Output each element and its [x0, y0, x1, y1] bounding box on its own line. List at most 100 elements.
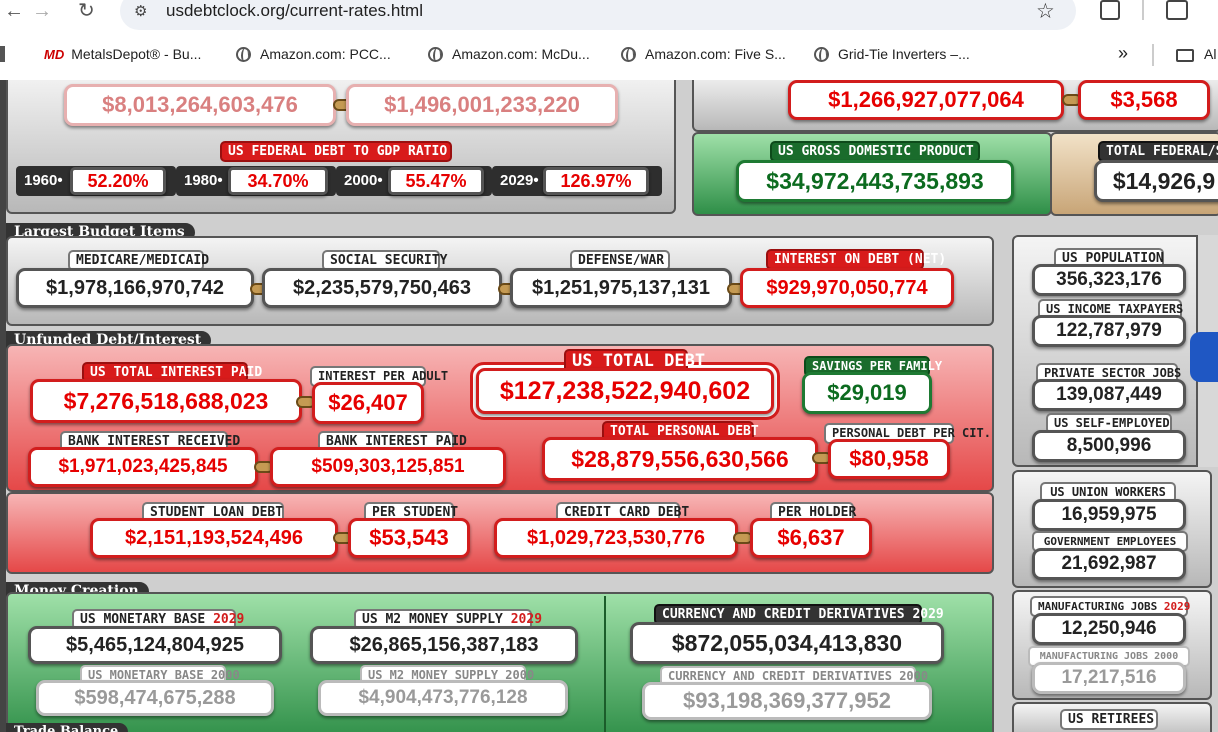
monetary-base-2000-text: $598,474,675,288 [74, 687, 236, 709]
interest-on-debt-text: $929,970,050,774 [766, 277, 928, 299]
union-text: 16,959,975 [1061, 504, 1157, 525]
defense-text: $1,251,975,137,131 [532, 277, 710, 299]
per-holder-text: $6,637 [777, 525, 845, 550]
student-loan-text: $2,151,193,524,496 [125, 527, 303, 549]
browser-chrome: ← → ↻ ⚙ usdebtclock.org/current-rates.ht… [0, 0, 1218, 80]
interest-on-debt-label: INTEREST ON DEBT (NET) [766, 249, 946, 270]
total-federal-text: $14,926,9 [1112, 168, 1216, 194]
mfg-text: 12,250,946 [1061, 618, 1157, 639]
lens-search-icon[interactable] [1166, 0, 1188, 20]
spending-value: $8,013,264,603,476 [64, 84, 336, 126]
gdp-text: $34,972,443,735,893 [766, 168, 984, 194]
credit-card-text: $1,029,723,530,776 [527, 527, 705, 549]
bookmark-amazon-fives[interactable]: Amazon.com: Five S... [621, 46, 786, 62]
self-employed-value: 8,500,996 [1032, 430, 1186, 462]
bank-paid-value: $509,303,125,851 [270, 447, 506, 487]
total-debt-text: $127,238,522,940,602 [499, 377, 751, 405]
left-edge [0, 80, 6, 732]
population-value: 356,323,176 [1032, 264, 1186, 296]
per-cit-value: $80,958 [828, 439, 950, 479]
debt-clock-page: $8,013,264,603,476 $1,496,001,233,220 US… [0, 80, 1218, 732]
per-student-label: PER STUDENT [364, 502, 458, 523]
bookmark-label: Grid-Tie Inverters –... [838, 46, 970, 62]
gdp-label: US GROSS DOMESTIC PRODUCT [770, 141, 980, 162]
total-interest-text: $7,276,518,688,023 [63, 388, 269, 414]
derivatives-value: $872,055,034,413,830 [630, 622, 944, 664]
apps-icon[interactable] [0, 46, 5, 62]
bookmark-star-icon[interactable]: ☆ [1036, 0, 1055, 23]
defense-value: $1,251,975,137,131 [510, 268, 732, 308]
ratio-year: 2000 [344, 172, 378, 189]
m2-value: $26,865,156,387,183 [310, 626, 578, 664]
monetary-base-text: $5,465,124,804,925 [66, 634, 244, 656]
m2-year: 2029 [510, 612, 543, 627]
monetary-base-value: $5,465,124,804,925 [28, 626, 282, 664]
per-adult-text: $26,407 [328, 390, 408, 415]
taxpayers-value: 122,787,979 [1032, 315, 1186, 347]
ratio-value: 126.97% [560, 171, 632, 191]
globe-icon [814, 47, 829, 62]
bookmark-folder[interactable]: Al [1176, 46, 1216, 62]
retirees-label: US RETIREES [1060, 709, 1158, 730]
bookmark-divider [1152, 44, 1154, 66]
bookmark-metalsdepot[interactable]: MD MetalsDepot® - Bu... [44, 46, 201, 62]
spending-text: $8,013,264,603,476 [102, 92, 298, 117]
private-jobs-text: 139,087,449 [1056, 384, 1162, 405]
gdp-value: $34,972,443,735,893 [736, 160, 1014, 202]
ratio-year: 1980 [184, 172, 218, 189]
savings-text: $29,019 [827, 380, 907, 405]
ratio-value: 52.20% [87, 171, 149, 191]
self-employed-text: 8,500,996 [1066, 435, 1152, 456]
site-settings-icon[interactable]: ⚙ [134, 3, 148, 20]
bookmark-grid-tie[interactable]: Grid-Tie Inverters –... [814, 46, 970, 62]
total-federal-label: TOTAL FEDERAL/ST [1098, 141, 1218, 162]
per-student-value: $53,543 [348, 518, 470, 558]
gov-employees-value: 21,692,987 [1032, 548, 1186, 580]
per-adult-value: $26,407 [312, 382, 424, 424]
extensions-icon[interactable] [1100, 0, 1120, 20]
medicare-text: $1,978,166,970,742 [46, 277, 224, 299]
deficit-value: $1,496,001,233,220 [346, 84, 618, 126]
debt-gdp-ratio-label: US FEDERAL DEBT TO GDP RATIO [220, 141, 452, 162]
voice-search-microphone-icon[interactable] [1190, 332, 1218, 382]
monetary-base-label-text: US MONETARY BASE [80, 612, 214, 627]
m2-2000-value: $4,904,473,776,128 [318, 680, 568, 716]
taxpayers-text: 122,787,979 [1056, 320, 1162, 341]
address-bar[interactable] [120, 0, 1076, 30]
private-jobs-value: 139,087,449 [1032, 379, 1186, 411]
ratio-year: 2029 [500, 172, 534, 189]
url-text[interactable]: usdebtclock.org/current-rates.html [166, 1, 423, 20]
bookmark-label: MetalsDepot® - Bu... [71, 46, 202, 62]
bank-received-text: $1,971,023,425,845 [58, 456, 228, 477]
derivatives-2000-text: $93,198,369,377,952 [683, 688, 891, 713]
interest-on-debt-value: $929,970,050,774 [740, 268, 954, 308]
ratio-2029-value: 126.97% [543, 167, 649, 195]
deficit-text: $1,496,001,233,220 [384, 92, 580, 117]
per-holder-value: $6,637 [750, 518, 872, 558]
back-arrow-icon[interactable]: ← [4, 0, 24, 22]
bookmarks-overflow-icon[interactable]: » [1118, 43, 1129, 63]
forward-arrow-icon[interactable]: → [32, 0, 52, 22]
bookmark-amazon-mcdu[interactable]: Amazon.com: McDu... [428, 46, 590, 62]
mfg-year: 2029 [1163, 600, 1191, 613]
ratio-1960-value: 52.20% [70, 167, 166, 195]
savings-value: $29,019 [802, 372, 932, 414]
gov-employees-text: 21,692,987 [1061, 553, 1157, 574]
folder-label: Al [1204, 46, 1217, 62]
globe-icon [428, 47, 443, 62]
credit-card-label: CREDIT CARD DEBT [556, 502, 689, 523]
reload-icon[interactable]: ↻ [78, 0, 95, 22]
self-employed-label: US SELF-EMPLOYED [1046, 413, 1172, 434]
top-right-text: $1,266,927,077,064 [828, 87, 1024, 112]
globe-icon [236, 47, 251, 62]
ratio-value: 55.47% [405, 171, 467, 191]
top-right-value: $1,266,927,077,064 [788, 80, 1064, 120]
union-value: 16,959,975 [1032, 499, 1186, 531]
bank-received-value: $1,971,023,425,845 [28, 447, 258, 487]
bank-paid-label: BANK INTEREST PAID [318, 431, 467, 452]
bookmark-amazon-pcc[interactable]: Amazon.com: PCC... [236, 46, 391, 62]
ratio-year: 1960 [24, 172, 58, 189]
student-loan-value: $2,151,193,524,496 [90, 518, 338, 558]
bookmark-label: Amazon.com: PCC... [260, 46, 391, 62]
gov-employees-label: GOVERNMENT EMPLOYEES [1032, 531, 1188, 552]
